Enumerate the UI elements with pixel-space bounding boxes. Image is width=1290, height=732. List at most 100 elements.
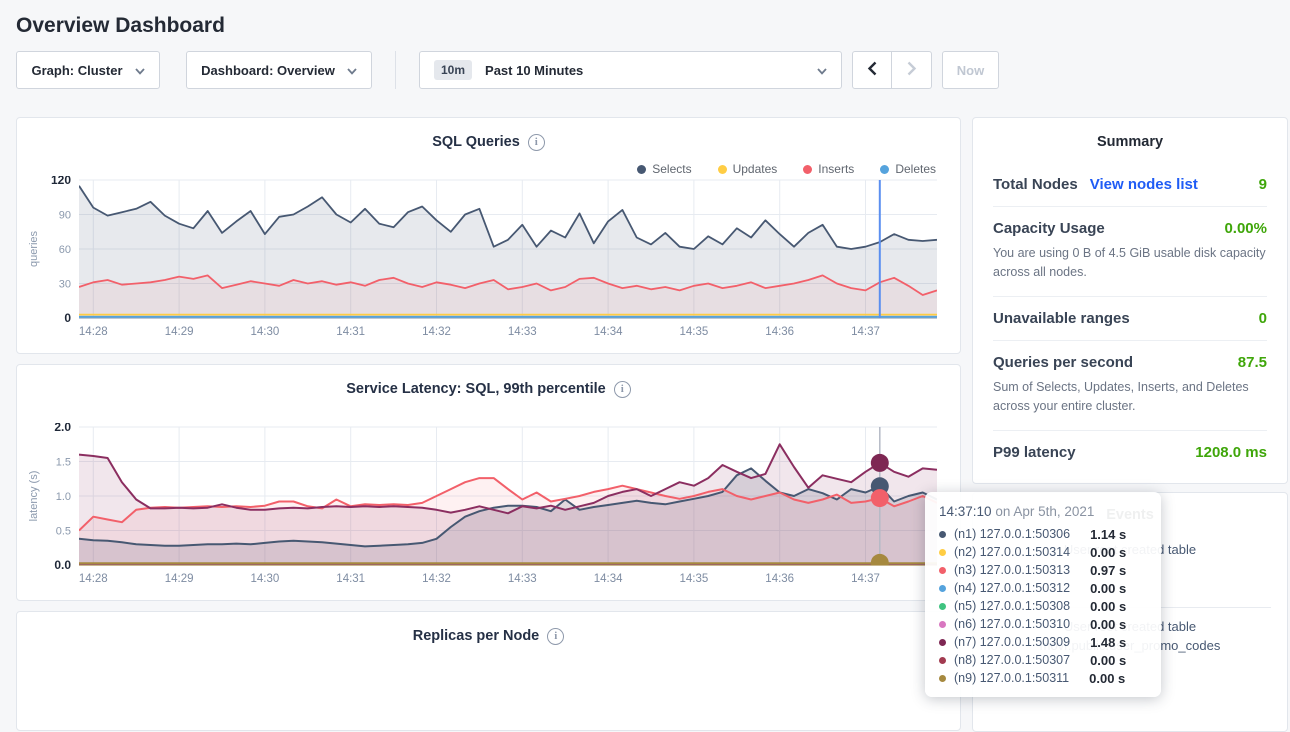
sql-legend: Selects Updates Inserts Deletes — [17, 162, 960, 176]
time-range-label: Past 10 Minutes — [485, 62, 584, 78]
node-latency-value: 0.00 s — [1090, 544, 1127, 560]
summary-row-capacity: Capacity Usage 0.00% You are using 0 B o… — [993, 206, 1267, 296]
node-latency-value: 1.14 s — [1090, 526, 1127, 542]
overview-dashboard-page: Overview Dashboard Graph: Cluster Dashbo… — [0, 14, 1290, 732]
chevron-down-icon — [817, 63, 827, 78]
total-nodes-label: Total Nodes — [993, 176, 1078, 193]
svg-text:1.0: 1.0 — [56, 491, 71, 503]
tooltip-timestamp: 14:37:10 on Apr 5th, 2021 — [939, 504, 1147, 519]
divider — [395, 51, 396, 89]
tooltip-node-row: (n7) 127.0.0.1:50309 1.48 s — [939, 633, 1147, 651]
next-time-button[interactable] — [892, 51, 932, 89]
tooltip-node-row: (n9) 127.0.0.1:50311 0.00 s — [939, 669, 1147, 687]
sql-queries-chart-title: SQL Queries — [432, 134, 520, 150]
node-latency-value: 0.00 s — [1089, 670, 1126, 686]
spacer — [17, 399, 960, 423]
view-nodes-list-link[interactable]: View nodes list — [1089, 176, 1198, 193]
node-latency-value: 0.00 s — [1090, 652, 1127, 668]
chart-title-row: Service Latency: SQL, 99th percentile i — [17, 379, 960, 399]
svg-text:14:34: 14:34 — [594, 326, 623, 338]
prev-time-button[interactable] — [852, 51, 892, 89]
sql-queries-chart[interactable]: 0 30 60 90 120 14:28 14:29 14:30 14:31 14:32 14:33… — [17, 176, 958, 344]
svg-text:14:30: 14:30 — [251, 573, 280, 585]
legend-label: Updates — [732, 162, 778, 176]
svg-text:14:32: 14:32 — [422, 573, 451, 585]
chevron-down-icon — [134, 63, 145, 78]
time-range-dropdown[interactable]: 10m Past 10 Minutes — [419, 51, 842, 89]
svg-text:14:35: 14:35 — [680, 573, 709, 585]
now-button[interactable]: Now — [942, 51, 999, 89]
sql-queries-card: SQL Queries i Selects Updates Inserts Delet… — [16, 117, 961, 354]
node-latency-value: 0.00 s — [1090, 598, 1127, 614]
svg-text:14:33: 14:33 — [508, 573, 537, 585]
dashboard-dropdown[interactable]: Dashboard: Overview — [186, 51, 372, 89]
graph-scope-dropdown[interactable]: Graph: Cluster — [16, 51, 160, 89]
controls-bar: Graph: Cluster Dashboard: Overview 10m P… — [16, 51, 1290, 89]
svg-text:60: 60 — [59, 244, 71, 256]
legend-label: Selects — [652, 162, 692, 176]
service-latency-card: Service Latency: SQL, 99th percentile i … — [16, 364, 961, 601]
tooltip-rows: (n1) 127.0.0.1:50306 1.14 s (n2) 127.0.0.1… — [939, 525, 1147, 687]
capacity-label: Capacity Usage — [993, 220, 1105, 237]
info-icon[interactable]: i — [547, 627, 565, 645]
node-series-dot — [939, 530, 946, 538]
node-address: (n3) 127.0.0.1:50313 — [954, 563, 1071, 577]
svg-text:14:29: 14:29 — [165, 326, 194, 338]
summary-panel: Summary Total Nodes View nodes list 9 Ca… — [972, 117, 1288, 484]
page-title: Overview Dashboard — [16, 14, 225, 37]
qps-value: 87.5 — [1237, 353, 1267, 371]
svg-text:latency (s): latency (s) — [28, 471, 40, 522]
svg-text:0: 0 — [64, 311, 71, 325]
dashboard-label: Dashboard: Overview — [201, 62, 335, 78]
node-address: (n8) 127.0.0.1:50307 — [954, 653, 1071, 667]
time-step-buttons — [852, 51, 932, 89]
service-latency-chart[interactable]: 0.0 0.5 1.0 1.5 2.0 14:28 14:29 14:30 14:31 14:32… — [17, 423, 958, 591]
tooltip-node-row: (n2) 127.0.0.1:50314 0.00 s — [939, 543, 1147, 561]
node-series-dot — [939, 548, 946, 556]
info-icon[interactable]: i — [527, 133, 545, 151]
chart-title-row: SQL Queries i — [17, 132, 960, 152]
svg-text:0.0: 0.0 — [54, 558, 71, 572]
tooltip-node-row: (n1) 127.0.0.1:50306 1.14 s — [939, 525, 1147, 543]
charts-column: SQL Queries i Selects Updates Inserts Delet… — [16, 117, 961, 732]
chevron-right-icon — [907, 61, 917, 79]
chart-title-row: Replicas per Node i — [17, 626, 960, 646]
svg-text:queries: queries — [28, 230, 40, 267]
svg-text:14:28: 14:28 — [79, 573, 108, 585]
tooltip-node-row: (n8) 127.0.0.1:50307 0.00 s — [939, 651, 1147, 669]
node-series-dot — [939, 566, 946, 574]
svg-text:14:31: 14:31 — [336, 326, 365, 338]
summary-row-qps: Queries per second 87.5 Sum of Selects, … — [993, 339, 1267, 430]
svg-text:14:36: 14:36 — [765, 573, 794, 585]
time-range-badge: 10m — [434, 60, 473, 80]
chevron-left-icon — [867, 61, 877, 79]
info-icon[interactable]: i — [613, 380, 631, 398]
node-latency-value: 0.97 s — [1090, 562, 1127, 578]
service-latency-chart-title: Service Latency: SQL, 99th percentile — [346, 381, 606, 397]
node-address: (n7) 127.0.0.1:50309 — [954, 635, 1071, 649]
replicas-per-node-card: Replicas per Node i — [16, 611, 961, 731]
legend-item: Updates — [717, 162, 778, 176]
graph-scope-label: Graph: Cluster — [31, 62, 123, 78]
node-series-dot — [939, 656, 946, 664]
svg-text:30: 30 — [59, 279, 71, 291]
legend-item: Inserts — [803, 162, 854, 176]
tooltip-date: on Apr 5th, 2021 — [995, 504, 1095, 519]
qps-desc: Sum of Selects, Updates, Inserts, and De… — [993, 379, 1249, 414]
unavailable-ranges-value: 0 — [1258, 309, 1267, 327]
svg-text:2.0: 2.0 — [54, 423, 71, 434]
svg-text:14:34: 14:34 — [594, 573, 623, 585]
svg-text:120: 120 — [51, 176, 71, 187]
svg-text:14:29: 14:29 — [165, 573, 194, 585]
tooltip-node-row: (n3) 127.0.0.1:50313 0.97 s — [939, 561, 1147, 579]
svg-text:14:35: 14:35 — [680, 326, 709, 338]
legend-label: Deletes — [895, 162, 936, 176]
tooltip-node-row: (n6) 127.0.0.1:50310 0.00 s — [939, 615, 1147, 633]
summary-row-p99: P99 latency 1208.0 ms — [993, 429, 1267, 474]
node-address: (n4) 127.0.0.1:50312 — [954, 581, 1071, 595]
chart-hover-tooltip: 14:37:10 on Apr 5th, 2021 (n1) 127.0.0.1… — [925, 492, 1161, 697]
node-address: (n1) 127.0.0.1:50306 — [954, 527, 1071, 541]
tooltip-node-row: (n4) 127.0.0.1:50312 0.00 s — [939, 579, 1147, 597]
node-series-dot — [939, 584, 946, 592]
svg-text:14:30: 14:30 — [251, 326, 280, 338]
